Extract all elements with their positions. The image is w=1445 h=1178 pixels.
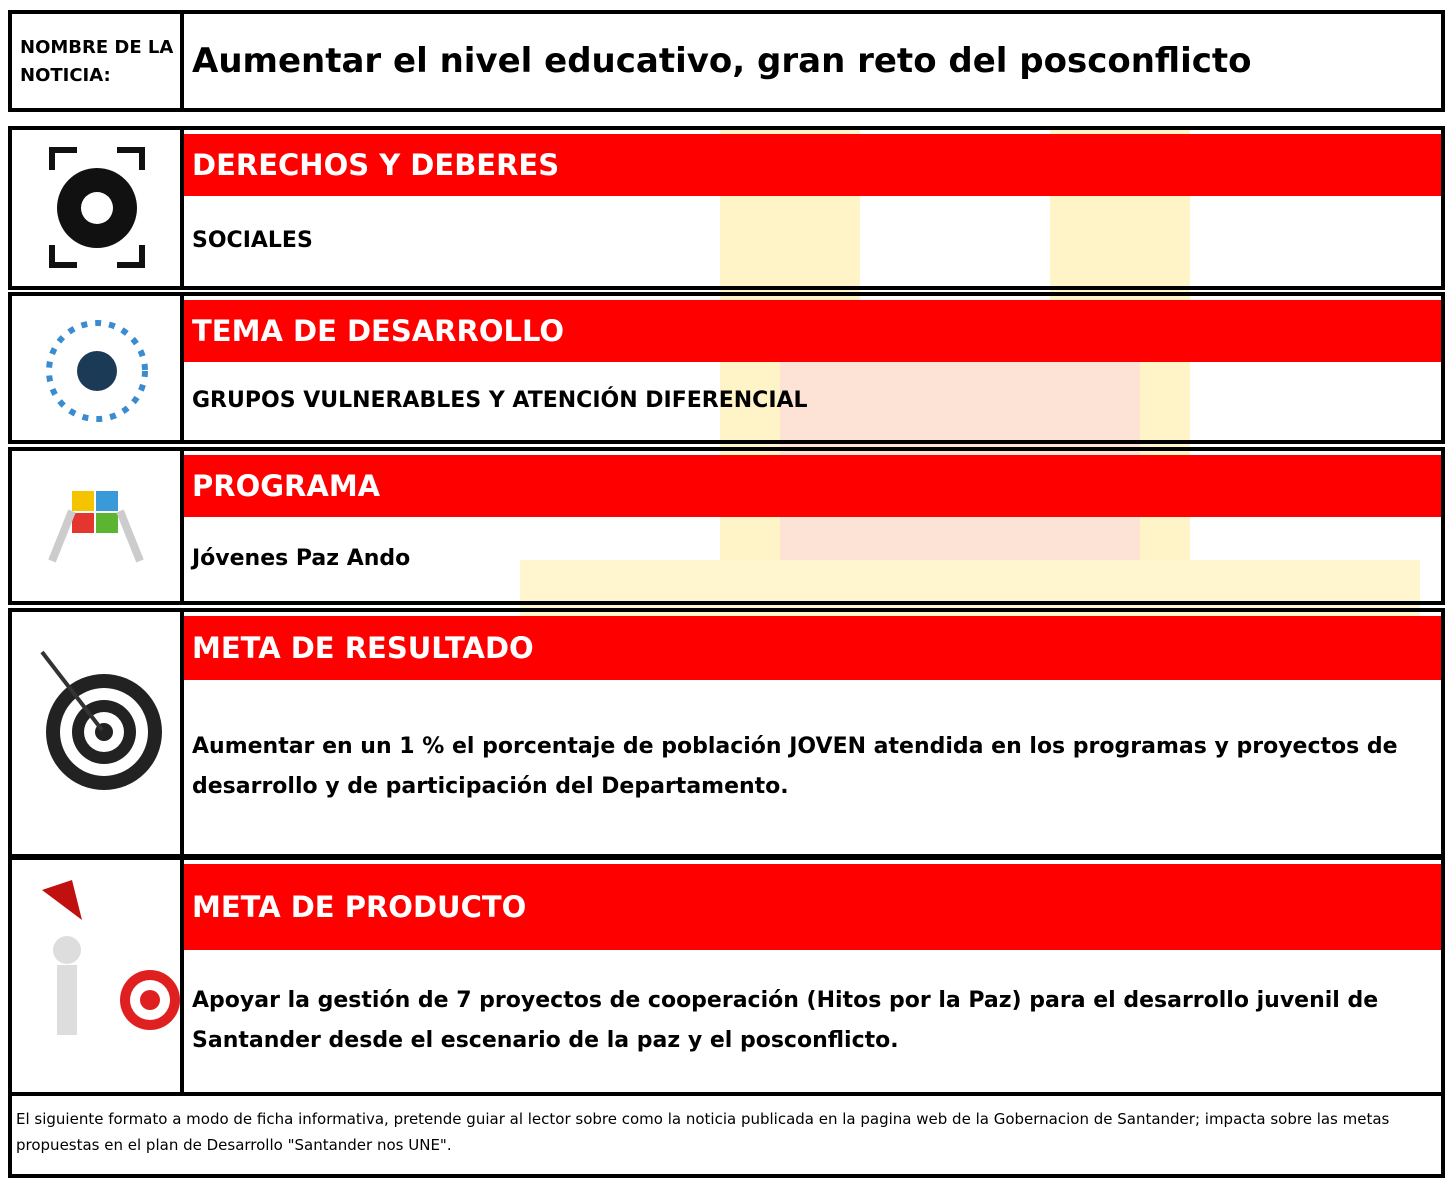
section-box: [180, 126, 1445, 290]
section-icon: [8, 856, 184, 1096]
icon: [42, 880, 180, 1035]
section-heading: META DE RESULTADO: [184, 616, 1441, 680]
icon: [40, 650, 162, 790]
icon: [46, 320, 148, 422]
section-heading: TEMA DE DESARROLLO: [184, 300, 1441, 362]
section-heading: META DE PRODUCTO: [184, 864, 1441, 950]
section-heading: DERECHOS Y DEBERES: [184, 134, 1441, 196]
section-icon: [8, 608, 184, 858]
header-label: NOMBRE DE LA NOTICIA:: [8, 10, 184, 112]
section-icon: [8, 447, 184, 605]
footer-note: El siguiente formato a modo de ficha inf…: [8, 1092, 1445, 1178]
icon: [49, 147, 145, 268]
section-box: [180, 447, 1445, 605]
header-title: Aumentar el nivel educativo, gran reto d…: [180, 10, 1445, 112]
section-content: Jóvenes Paz Ando: [192, 546, 411, 571]
section-icon: [8, 292, 184, 444]
section-heading: PROGRAMA: [184, 455, 1441, 517]
section-content: Apoyar la gestión de 7 proyectos de coop…: [192, 988, 1379, 1053]
section-content: SOCIALES: [192, 228, 313, 253]
section-content: GRUPOS VULNERABLES Y ATENCIÓN DIFERENCIA…: [192, 388, 808, 413]
section-box: [180, 292, 1445, 444]
section-content: Aumentar en un 1 % el porcentaje de pobl…: [192, 734, 1398, 799]
icon: [48, 491, 144, 563]
section-icon: [8, 126, 184, 290]
